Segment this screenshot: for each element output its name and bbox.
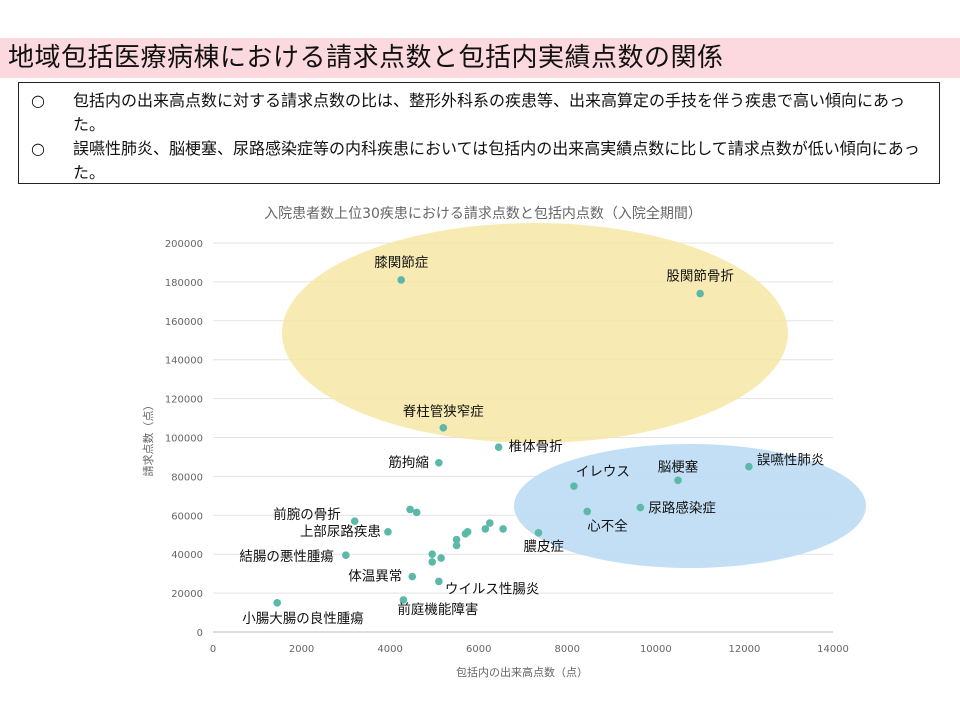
summary-text-1: 包括内の出来高点数に対する請求点数の比は、整形外科系の疾患等、出来高算定の手技を… — [73, 91, 906, 134]
data-point — [428, 550, 437, 558]
y-tick-label: 60000 — [171, 511, 203, 522]
data-point — [406, 505, 414, 514]
x-tick-label: 14000 — [817, 644, 849, 655]
x-tick-label: 10000 — [640, 644, 672, 655]
summary-box: ○ 包括内の出来高点数に対する請求点数の比は、整形外科系の疾患等、出来高算定の手… — [18, 82, 940, 184]
point-label: 膿皮症 — [524, 539, 565, 555]
axes: 0200004000060000800001000001200001400001… — [165, 239, 849, 655]
data-point — [408, 572, 417, 581]
y-tick-label: 160000 — [165, 317, 203, 328]
point-label: ウイルス性腸炎 — [445, 581, 540, 597]
y-tick-label: 100000 — [165, 434, 203, 445]
y-tick-label: 0 — [197, 628, 203, 639]
y-axis-title: 請求点数（点） — [141, 400, 155, 477]
data-point — [399, 596, 408, 604]
summary-text-2: 誤嚥性肺炎、脳梗塞、尿路感染症等の内科疾患においては包括内の出来高実績点数に比し… — [73, 139, 920, 182]
title-bar: 地域包括医療病棟における請求点数と包括内実績点数の関係 — [0, 38, 960, 78]
data-point — [435, 458, 443, 467]
data-point — [452, 535, 461, 544]
x-tick-label: 2000 — [289, 644, 314, 655]
chart-title: 入院患者数上位30疾患における請求点数と包括内点数（入院全期間） — [264, 205, 702, 222]
y-tick-label: 40000 — [171, 550, 203, 561]
y-tick-label: 200000 — [165, 239, 203, 250]
group-ellipses — [282, 223, 866, 568]
data-point — [499, 525, 507, 533]
data-point — [745, 462, 753, 471]
data-point — [439, 423, 448, 432]
bullet-circle-icon: ○ — [31, 91, 45, 110]
point-label: 脊柱管狭窄症 — [403, 403, 484, 420]
data-point — [350, 517, 359, 525]
data-point — [273, 599, 282, 607]
x-axis-title: 包括内の出来高点数（点） — [456, 665, 588, 679]
summary-bullet-1: ○ 包括内の出来高点数に対する請求点数の比は、整形外科系の疾患等、出来高算定の手… — [29, 89, 929, 137]
x-tick-label: 6000 — [466, 644, 491, 655]
data-point — [342, 551, 350, 559]
x-tick-label: 0 — [210, 644, 216, 655]
y-tick-label: 20000 — [171, 589, 203, 600]
summary-bullet-2: ○ 誤嚥性肺炎、脳梗塞、尿路感染症等の内科疾患においては包括内の出来高実績点数に… — [29, 137, 929, 185]
point-label: 体温異常 — [348, 569, 402, 585]
data-point — [674, 476, 682, 485]
point-label: 股関節骨折 — [666, 269, 734, 285]
internal-medicine-group-ellipse — [514, 444, 866, 568]
point-label: 結腸の悪性腫瘍 — [239, 548, 334, 565]
y-tick-label: 120000 — [165, 395, 203, 406]
data-point — [570, 482, 578, 490]
data-point — [481, 525, 490, 533]
page-title: 地域包括医療病棟における請求点数と包括内実績点数の関係 — [8, 43, 724, 73]
data-point — [412, 508, 421, 517]
point-label: 筋拘縮 — [388, 454, 429, 471]
data-point — [463, 528, 472, 536]
point-label: 前庭機能障害 — [397, 601, 478, 618]
point-label: 尿路感染症 — [648, 500, 716, 517]
point-label: 脳梗塞 — [658, 458, 699, 475]
x-tick-label: 4000 — [377, 644, 402, 655]
data-point — [583, 507, 592, 516]
point-label: 小腸大腸の良性腫瘍 — [242, 610, 364, 627]
data-point — [428, 558, 437, 566]
point-label: 上部尿路疾患 — [300, 524, 381, 540]
y-tick-label: 140000 — [165, 356, 203, 367]
point-label: 膝関節症 — [374, 255, 428, 271]
point-label: 前腕の骨折 — [273, 506, 341, 523]
y-tick-label: 80000 — [171, 472, 203, 483]
y-tick-label: 180000 — [165, 278, 203, 289]
data-point — [485, 519, 494, 527]
x-tick-label: 8000 — [555, 644, 580, 655]
orthopedic-group-ellipse — [282, 223, 788, 443]
data-point — [397, 276, 406, 284]
data-point — [534, 529, 543, 537]
bullet-circle-icon: ○ — [31, 139, 45, 158]
point-label: 椎体骨折 — [509, 439, 563, 455]
point-label: 心不全 — [587, 517, 628, 534]
data-point — [452, 541, 461, 550]
data-point — [437, 554, 445, 562]
point-label: 誤嚥性肺炎 — [757, 453, 825, 469]
data-point — [696, 289, 704, 298]
data-point — [435, 577, 443, 586]
data-point — [384, 528, 392, 536]
data-points — [273, 276, 753, 607]
x-tick-label: 12000 — [729, 644, 761, 655]
data-point — [494, 443, 503, 452]
data-point — [636, 503, 645, 512]
point-label: イレウス — [576, 464, 630, 480]
